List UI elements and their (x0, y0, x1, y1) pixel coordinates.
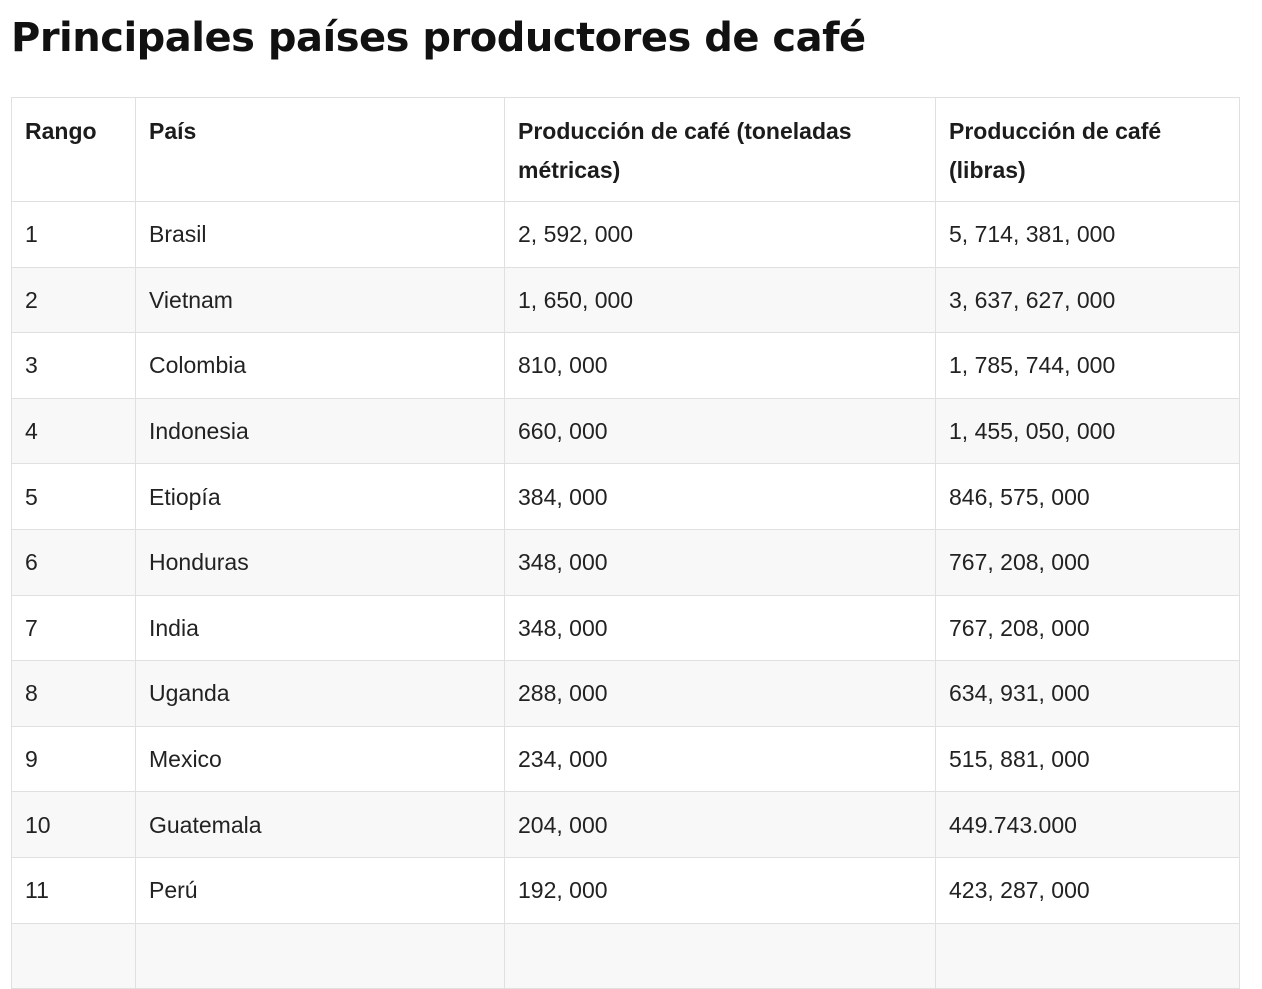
cell-tons: 810, 000 (504, 332, 936, 399)
cell-country: Etiopía (135, 463, 505, 530)
cell-tons: 2, 592, 000 (504, 201, 936, 268)
coffee-producers-table-container: Rango País Producción de café (toneladas… (11, 97, 1240, 989)
table-row (11, 922, 1240, 989)
cell-rank: 11 (11, 856, 136, 924)
table-row: 5 Etiopía 384, 000 846, 575, 000 (11, 463, 1240, 530)
cell-country (135, 922, 505, 989)
table-row: 4 Indonesia 660, 000 1, 455, 050, 000 (11, 397, 1240, 465)
cell-rank: 6 (11, 528, 136, 596)
table-row: 3 Colombia 810, 000 1, 785, 744, 000 (11, 332, 1240, 399)
cell-pounds: 767, 208, 000 (935, 528, 1240, 596)
coffee-producers-table: Rango País Producción de café (toneladas… (11, 97, 1240, 989)
table-row: 10 Guatemala 204, 000 449.743.000 (11, 791, 1240, 858)
header-country: País (135, 97, 505, 202)
cell-rank: 9 (11, 725, 136, 793)
cell-rank: 1 (11, 201, 136, 268)
cell-tons: 348, 000 (504, 528, 936, 596)
cell-pounds (935, 922, 1240, 989)
table-row: 9 Mexico 234, 000 515, 881, 000 (11, 725, 1240, 793)
cell-pounds: 1, 455, 050, 000 (935, 397, 1240, 465)
cell-tons: 348, 000 (504, 594, 936, 662)
cell-country: Vietnam (135, 266, 505, 334)
cell-rank: 3 (11, 332, 136, 399)
cell-pounds: 449.743.000 (935, 791, 1240, 858)
header-tons: Producción de café (toneladas métricas) (504, 97, 936, 202)
cell-rank: 2 (11, 266, 136, 334)
cell-country: Colombia (135, 332, 505, 399)
table-header-row: Rango País Producción de café (toneladas… (11, 97, 1240, 202)
cell-pounds: 3, 637, 627, 000 (935, 266, 1240, 334)
cell-country: Guatemala (135, 791, 505, 858)
cell-pounds: 5, 714, 381, 000 (935, 201, 1240, 268)
cell-rank: 8 (11, 660, 136, 727)
cell-pounds: 767, 208, 000 (935, 594, 1240, 662)
cell-country: Uganda (135, 660, 505, 727)
cell-tons: 384, 000 (504, 463, 936, 530)
cell-pounds: 634, 931, 000 (935, 660, 1240, 727)
cell-tons: 660, 000 (504, 397, 936, 465)
cell-tons (504, 922, 936, 989)
cell-country: Indonesia (135, 397, 505, 465)
cell-country: India (135, 594, 505, 662)
cell-pounds: 1, 785, 744, 000 (935, 332, 1240, 399)
cell-country: Perú (135, 856, 505, 924)
cell-pounds: 515, 881, 000 (935, 725, 1240, 793)
cell-tons: 234, 000 (504, 725, 936, 793)
table-row: 7 India 348, 000 767, 208, 000 (11, 594, 1240, 662)
cell-country: Honduras (135, 528, 505, 596)
cell-pounds: 846, 575, 000 (935, 463, 1240, 530)
cell-tons: 288, 000 (504, 660, 936, 727)
cell-tons: 192, 000 (504, 856, 936, 924)
cell-country: Brasil (135, 201, 505, 268)
cell-tons: 1, 650, 000 (504, 266, 936, 334)
table-row: 11 Perú 192, 000 423, 287, 000 (11, 856, 1240, 924)
cell-pounds: 423, 287, 000 (935, 856, 1240, 924)
cell-rank (11, 922, 136, 989)
table-row: 8 Uganda 288, 000 634, 931, 000 (11, 660, 1240, 727)
page-title: Principales países productores de café (11, 15, 866, 61)
cell-rank: 10 (11, 791, 136, 858)
cell-rank: 7 (11, 594, 136, 662)
cell-rank: 4 (11, 397, 136, 465)
table-row: 6 Honduras 348, 000 767, 208, 000 (11, 528, 1240, 596)
table-row: 2 Vietnam 1, 650, 000 3, 637, 627, 000 (11, 266, 1240, 334)
table-body: 1 Brasil 2, 592, 000 5, 714, 381, 000 2 Vietn… (11, 201, 1240, 989)
table-header: Rango País Producción de café (toneladas… (11, 97, 1240, 202)
cell-country: Mexico (135, 725, 505, 793)
table-row: 1 Brasil 2, 592, 000 5, 714, 381, 000 (11, 201, 1240, 268)
cell-rank: 5 (11, 463, 136, 530)
header-pounds: Producción de café (libras) (935, 97, 1240, 202)
header-rank: Rango (11, 97, 136, 202)
cell-tons: 204, 000 (504, 791, 936, 858)
